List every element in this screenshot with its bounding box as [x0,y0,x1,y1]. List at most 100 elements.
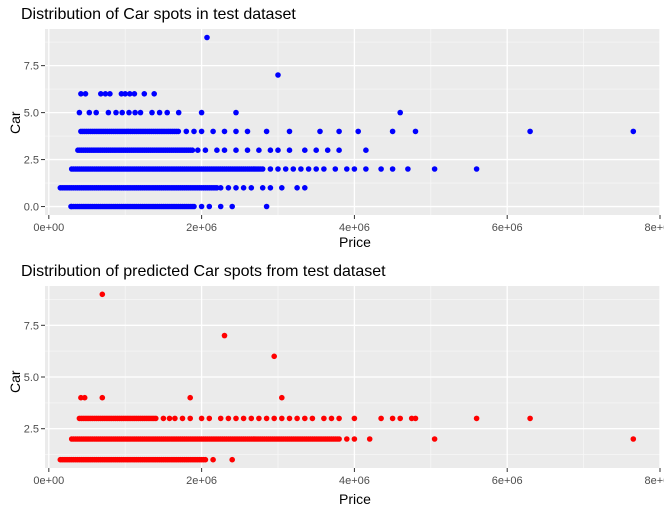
data-point [195,147,201,153]
data-point [149,109,155,116]
data-point [279,185,285,191]
data-point [321,166,327,172]
data-point [240,415,247,422]
data-point [473,166,480,172]
data-point [86,109,93,116]
data-point [317,128,323,135]
data-point [198,128,205,135]
data-point [102,91,109,97]
data-point [267,166,274,172]
data-point [630,128,637,135]
data-point [336,415,342,422]
data-point [126,109,132,116]
data-point [256,415,262,422]
data-point [233,109,239,116]
data-point [221,128,228,135]
data-point [204,34,210,41]
data-point [221,147,228,153]
data-point [527,128,533,135]
data-point [267,185,274,191]
data-point [233,185,239,191]
data-point [248,415,255,422]
data-point [137,109,144,116]
data-point [412,415,419,422]
x-axis-label: Price [339,491,371,507]
data-point [290,166,297,172]
data-point [210,128,216,135]
data-point [233,415,239,422]
data-point [225,415,232,422]
data-point [206,415,213,422]
data-point [217,185,224,191]
data-point [313,147,320,153]
x-tick-label: 0e+00 [33,222,64,234]
data-point [286,128,293,135]
data-point [233,128,239,135]
data-point [244,128,251,135]
data-point [217,415,224,422]
data-point [175,128,182,135]
data-point [302,415,308,422]
data-point [141,91,148,97]
y-tick-label: 2.5 [24,155,39,167]
x-tick-label: 8e+06 [645,222,664,234]
data-point [412,128,419,135]
data-point [210,456,216,463]
data-point [363,166,369,172]
data-point [198,203,205,210]
data-point [259,166,266,172]
data-point [153,415,159,422]
data-point [389,128,396,135]
data-point [259,185,266,191]
data-point [405,166,411,172]
data-point [309,415,316,422]
data-point [164,109,170,116]
data-point [82,91,89,97]
data-point [282,166,289,172]
data-point [229,456,235,463]
y-tick-label: 2.5 [24,424,39,436]
x-tick-label: 0e+00 [33,475,64,487]
data-point [202,456,209,463]
data-point [389,415,396,422]
data-point [351,415,358,422]
data-point [225,185,232,191]
data-point [324,147,331,153]
y-axis-label: Car [7,111,23,134]
data-point [286,415,293,422]
x-tick-label: 6e+06 [492,222,523,234]
data-point [473,415,480,422]
data-point [332,166,339,172]
data-point [179,415,186,422]
data-point [351,166,358,172]
data-point [431,436,438,442]
data-point [166,415,173,422]
plot-panel [45,29,660,215]
data-point [271,415,278,422]
data-point [187,394,193,401]
data-point [172,415,178,422]
data-point [229,203,235,210]
data-point [351,436,358,442]
data-point [214,147,220,153]
data-point [363,147,369,153]
x-tick-label: 2e+06 [186,475,217,487]
data-point [99,394,106,401]
y-tick-label: 5.0 [24,108,39,120]
data-point [294,185,300,191]
data-point [263,415,270,422]
data-point [107,91,113,97]
data-point [344,436,350,442]
data-point [321,415,327,422]
y-axis-label: Car [7,370,23,393]
data-point [397,109,404,116]
y-tick-label: 5.0 [24,372,39,384]
x-tick-label: 4e+06 [339,222,370,234]
y-tick-label: 7.5 [24,320,39,332]
data-point [98,91,104,97]
data-point [389,166,396,172]
data-point [263,128,270,135]
data-point [527,415,533,422]
data-point [294,415,300,422]
data-point [189,147,196,153]
